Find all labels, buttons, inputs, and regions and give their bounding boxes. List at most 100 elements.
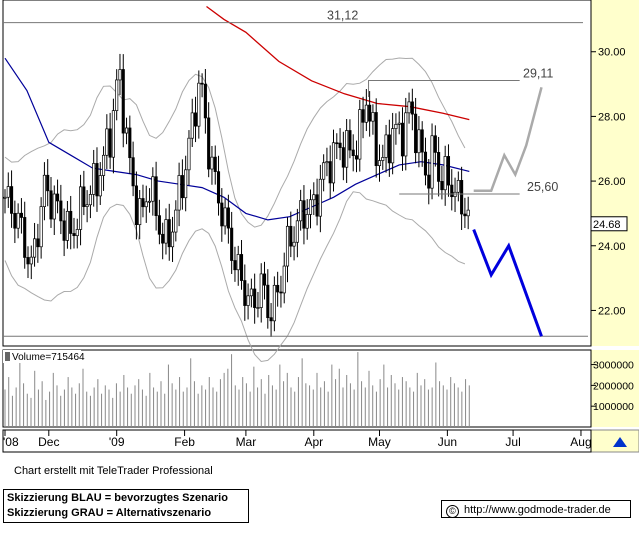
- candle-body: [410, 101, 414, 115]
- candle-body: [269, 317, 273, 322]
- time-tick-label: May: [368, 435, 391, 449]
- candle-body: [170, 231, 175, 248]
- candle-body: [368, 104, 372, 122]
- source-link[interactable]: © http://www.godmode-trader.de: [441, 500, 631, 518]
- price-tick-label: 28.00: [598, 111, 626, 123]
- time-tick-label: Aug: [570, 435, 591, 449]
- candle-body: [285, 225, 290, 267]
- candle-body: [440, 181, 444, 191]
- candle-body: [56, 193, 60, 202]
- candle-body: [88, 194, 92, 206]
- candle-body: [430, 135, 434, 189]
- candle-body: [197, 82, 201, 127]
- moving-average-blue: [4, 57, 470, 221]
- candle-body: [59, 200, 63, 222]
- candle-body: [161, 233, 165, 244]
- time-tick-label: '08: [3, 435, 19, 449]
- volume-marker-icon: [5, 352, 10, 361]
- candle-body: [10, 186, 14, 214]
- candle-body: [325, 161, 329, 164]
- candle-body: [69, 210, 73, 234]
- level-label-31-12: 31,12: [327, 9, 358, 23]
- candle-body: [276, 284, 280, 293]
- candle-body: [299, 200, 303, 222]
- price-tick-label: 26.00: [598, 176, 626, 188]
- candle-body: [328, 161, 332, 184]
- candle-body: [289, 225, 293, 247]
- candle-body: [322, 162, 326, 180]
- candle-body: [318, 178, 322, 217]
- candle-body: [253, 288, 257, 308]
- candle-body: [233, 260, 237, 271]
- candle-body: [26, 257, 30, 265]
- candle-body: [400, 122, 405, 157]
- candle-body: [391, 128, 395, 164]
- candle-body: [203, 83, 207, 119]
- candle-body: [118, 69, 122, 81]
- candle-body: [450, 184, 454, 198]
- candle-body: [131, 157, 135, 187]
- candle-body: [331, 142, 336, 184]
- time-tick-label: Apr: [304, 435, 323, 449]
- candle-body: [315, 194, 319, 217]
- candle-body: [210, 156, 214, 170]
- candle-body: [19, 212, 23, 218]
- candle-body: [174, 209, 178, 233]
- candle-body: [46, 174, 50, 192]
- candle-body: [101, 154, 106, 176]
- draw-tool-icon: [613, 437, 627, 447]
- scenario-grey-path: [473, 86, 543, 193]
- candle-body: [387, 134, 391, 164]
- candle-body: [262, 273, 267, 286]
- candle-body: [463, 213, 467, 217]
- candle-body: [443, 156, 447, 191]
- candle-body: [266, 284, 270, 319]
- candle-body: [414, 113, 418, 154]
- volume-panel-frame: [2, 349, 592, 428]
- candle-body: [246, 295, 250, 306]
- candle-body: [151, 176, 155, 202]
- candle-body: [377, 160, 382, 167]
- draw-tool-button[interactable]: [590, 429, 639, 453]
- price-tick-label: 24.00: [598, 241, 626, 253]
- candle-body: [138, 198, 142, 226]
- candle-body: [62, 220, 66, 241]
- candle-body: [79, 186, 83, 230]
- time-axis-frame: [2, 429, 592, 453]
- candle-body: [361, 109, 365, 123]
- candle-body: [308, 199, 313, 215]
- candle-body: [108, 128, 112, 158]
- candle-body: [147, 200, 152, 203]
- time-tick-label: Mar: [236, 435, 257, 449]
- candle-body: [180, 175, 184, 199]
- candle-body: [49, 190, 53, 220]
- candle-body: [446, 156, 451, 186]
- candle-body: [167, 219, 171, 248]
- price-panel-frame: [2, 0, 592, 347]
- price-tick-label: 30.00: [598, 47, 626, 59]
- candle-body: [338, 142, 342, 148]
- candle-body: [72, 233, 76, 237]
- source-url: http://www.godmode-trader.de: [464, 504, 611, 516]
- candle-body: [305, 214, 309, 229]
- candle-body: [374, 112, 378, 167]
- candle-body: [3, 196, 7, 199]
- candle-body: [420, 129, 424, 153]
- candle-body: [39, 206, 43, 248]
- candle-body: [354, 155, 359, 160]
- candle-body: [427, 174, 431, 189]
- candle-body: [128, 127, 132, 159]
- candle-body: [243, 280, 247, 306]
- candle-body: [207, 117, 211, 170]
- candle-body: [36, 238, 40, 248]
- candle-body: [13, 213, 17, 229]
- upper-band-line: [4, 57, 466, 228]
- candle-body: [364, 104, 368, 123]
- candle-body: [115, 79, 119, 111]
- candle-body: [157, 215, 161, 235]
- candle-body: [184, 169, 188, 199]
- candle-body: [351, 149, 355, 157]
- candle-body: [75, 229, 79, 237]
- candle-body: [384, 134, 388, 158]
- candle-body: [6, 186, 10, 198]
